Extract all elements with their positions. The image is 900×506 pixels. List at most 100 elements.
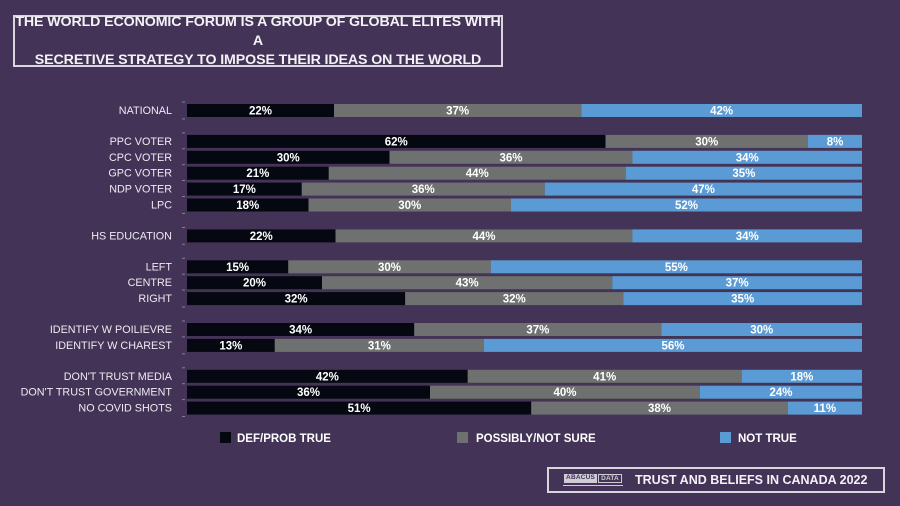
bar-segment-not-true [511, 198, 862, 212]
data-label-not-true: 55% [665, 262, 688, 274]
bar-segment-possibly-not-sure [414, 323, 662, 336]
data-label-possibly-not-sure: 44% [466, 168, 489, 180]
bar-segment-def-prob-true [187, 323, 415, 336]
footer-banner: ABACUS DATA TRUST AND BELIEFS IN CANADA … [547, 467, 885, 493]
bar-segment-possibly-not-sure [308, 198, 511, 212]
bar-segment-possibly-not-sure [605, 134, 808, 148]
bar-segment-def-prob-true [187, 338, 275, 352]
bar-segment-not-true [632, 150, 862, 164]
row-label-cpc-voter: CPC VOTER [109, 152, 172, 164]
legend-swatch-possibly-not-sure [457, 432, 468, 443]
logo-abacus-text: ABACUS [564, 474, 598, 483]
data-label-possibly-not-sure: 38% [648, 403, 671, 415]
data-label-def-prob-true: 18% [236, 200, 259, 212]
bar-segment-def-prob-true [187, 104, 335, 117]
bar-segment-def-prob-true [187, 369, 468, 383]
data-label-possibly-not-sure: 41% [593, 371, 616, 383]
data-label-not-true: 18% [790, 371, 813, 383]
data-label-possibly-not-sure: 36% [499, 152, 522, 164]
row-label-lpc: LPC [151, 200, 172, 212]
bar-segment-def-prob-true [187, 292, 406, 306]
bar-segment-possibly-not-sure [301, 182, 545, 196]
data-label-possibly-not-sure: 30% [398, 200, 421, 212]
row-label-no-covid-shots: NO COVID SHOTS [78, 403, 172, 415]
row-label-gpc-voter: GPC VOTER [108, 168, 172, 180]
data-label-not-true: 42% [710, 106, 733, 118]
data-label-not-true: 35% [732, 168, 755, 180]
chart-title-line-1: THE WORLD ECONOMIC FORUM IS A GROUP OF G… [15, 13, 501, 49]
logo-data-text: DATA [598, 474, 622, 483]
bar-segment-not-true [612, 276, 862, 290]
bar-segment-def-prob-true [187, 276, 322, 290]
bar-segment-def-prob-true [187, 385, 430, 399]
data-label-possibly-not-sure: 31% [368, 340, 391, 352]
data-label-def-prob-true: 36% [297, 387, 320, 399]
bar-segment-def-prob-true [187, 260, 289, 274]
row-label-ndp-voter: NDP VOTER [109, 184, 172, 196]
bar-segment-possibly-not-sure [405, 292, 624, 306]
data-label-not-true: 34% [736, 231, 759, 243]
bar-segment-possibly-not-sure [389, 150, 633, 164]
bar-segment-not-true [741, 369, 862, 383]
bar-segment-not-true [632, 229, 862, 243]
data-label-def-prob-true: 22% [249, 106, 272, 118]
data-label-possibly-not-sure: 30% [378, 262, 401, 274]
data-label-def-prob-true: 15% [226, 262, 249, 274]
footer-title: TRUST AND BELIEFS IN CANADA 2022 [635, 473, 868, 487]
bar-segment-not-true [581, 104, 862, 117]
data-label-def-prob-true: 62% [385, 136, 408, 148]
data-label-not-true: 30% [750, 325, 773, 337]
row-label-right: RIGHT [138, 293, 172, 305]
legend-label-def-prob-true: DEF/PROB TRUE [237, 433, 331, 445]
data-label-not-true: 35% [731, 294, 754, 306]
row-label-don-t-trust-government: DON'T TRUST GOVERNMENT [21, 387, 173, 399]
row-label-centre: CENTRE [128, 277, 172, 289]
row-label-identify-w-poilievre: IDENTIFY W POILIEVRE [50, 324, 172, 336]
bar-segment-not-true [544, 182, 862, 196]
bar-segment-possibly-not-sure [335, 229, 633, 243]
bar-segment-possibly-not-sure [467, 369, 742, 383]
data-label-possibly-not-sure: 44% [472, 231, 495, 243]
legend-swatch-def-prob-true [220, 432, 231, 443]
bar-segment-possibly-not-sure [334, 104, 582, 117]
data-label-def-prob-true: 20% [243, 278, 266, 290]
data-label-not-true: 52% [675, 200, 698, 212]
row-label-identify-w-charest: IDENTIFY W CHAREST [55, 340, 172, 352]
data-label-not-true: 56% [661, 340, 684, 352]
bar-segment-def-prob-true [187, 198, 309, 212]
data-label-def-prob-true: 17% [233, 184, 256, 196]
bar-segment-possibly-not-sure [322, 276, 613, 290]
data-label-def-prob-true: 22% [250, 231, 273, 243]
data-label-def-prob-true: 42% [316, 371, 339, 383]
data-label-not-true: 8% [827, 136, 844, 148]
data-label-def-prob-true: 34% [289, 325, 312, 337]
bar-segment-possibly-not-sure [274, 338, 484, 352]
data-label-def-prob-true: 30% [277, 152, 300, 164]
legend-label-possibly-not-sure: POSSIBLY/NOT SURE [476, 433, 596, 445]
data-label-def-prob-true: 51% [348, 403, 371, 415]
bar-segment-not-true [490, 260, 862, 274]
legend-swatch-not-true [720, 432, 731, 443]
chart-title-box: THE WORLD ECONOMIC FORUM IS A GROUP OF G… [13, 13, 503, 70]
legend-label-not-true: NOT TRUE [738, 433, 797, 445]
data-label-def-prob-true: 13% [219, 340, 242, 352]
bar-segment-not-true [808, 134, 862, 148]
bar-segment-not-true [484, 338, 862, 352]
data-label-possibly-not-sure: 43% [456, 278, 479, 290]
abacus-data-logo: ABACUS DATA [563, 474, 623, 486]
row-label-national: NATIONAL [119, 105, 172, 117]
data-label-possibly-not-sure: 37% [526, 325, 549, 337]
data-label-possibly-not-sure: 36% [412, 184, 435, 196]
row-label-hs-education: HS EDUCATION [91, 230, 172, 242]
chart-title: THE WORLD ECONOMIC FORUM IS A GROUP OF G… [15, 13, 501, 70]
row-label-ppc-voter: PPC VOTER [110, 136, 173, 148]
row-label-left: LEFT [146, 261, 173, 273]
data-label-def-prob-true: 21% [246, 168, 269, 180]
row-label-don-t-trust-media: DON'T TRUST MEDIA [64, 371, 173, 383]
bar-segment-def-prob-true [187, 182, 302, 196]
data-label-not-true: 24% [769, 387, 792, 399]
data-label-not-true: 37% [726, 278, 749, 290]
bar-segment-def-prob-true [187, 166, 329, 180]
data-label-not-true: 11% [814, 403, 836, 415]
